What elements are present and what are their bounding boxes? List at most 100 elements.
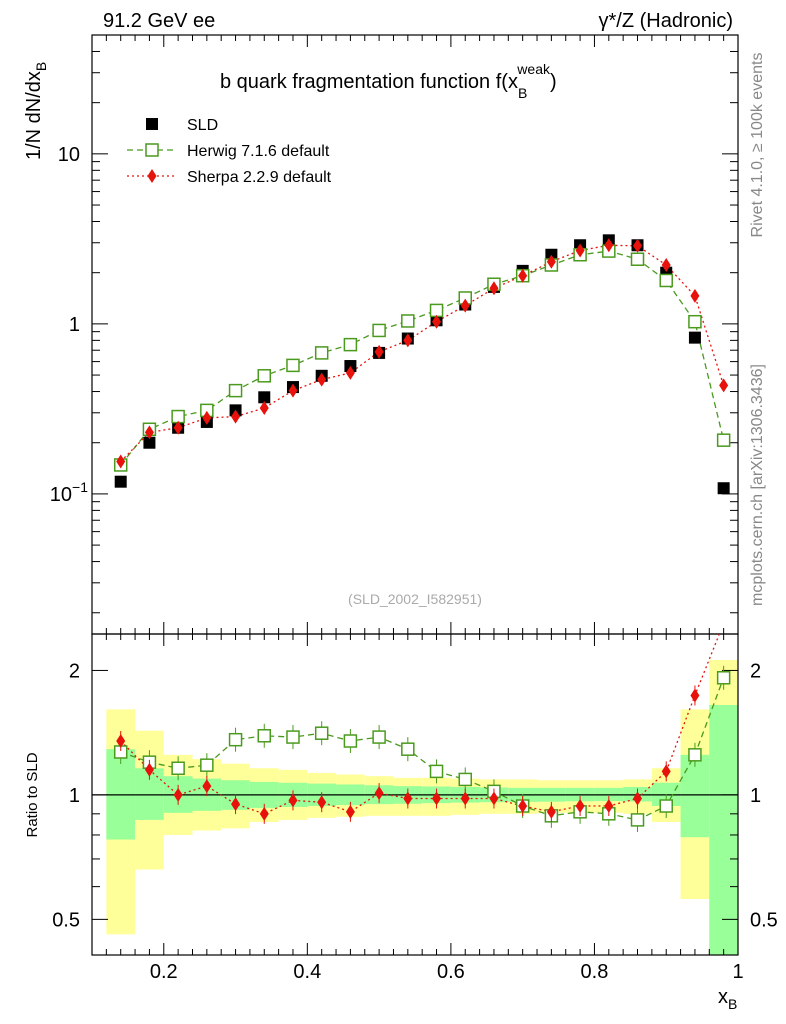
ratio-ylabel: Ratio to SLD [24, 752, 41, 837]
sherpa-point [633, 238, 643, 253]
ratio-y-tick-label: 1 [69, 785, 80, 807]
series-line [120, 250, 725, 466]
sherpa-point [288, 383, 298, 398]
herwig-point [286, 358, 300, 373]
herwig-ratio-point [257, 729, 272, 743]
sherpa-point [345, 365, 355, 380]
sherpa-point [518, 268, 528, 283]
sherpa-point [575, 243, 585, 258]
herwig-ratio-point [171, 761, 185, 776]
sherpa-ratio-point [661, 764, 671, 779]
legend-herwig-marker [145, 143, 159, 157]
herwig-ratio-point [458, 772, 472, 787]
stat-uncertainty-band [680, 754, 710, 838]
herwig-point [372, 323, 386, 338]
sherpa-point [432, 314, 442, 329]
sherpa-ratio-point [518, 799, 528, 814]
series-line [120, 244, 725, 462]
sherpa-ratio-point [116, 734, 126, 749]
sherpa-ratio-point [403, 791, 413, 806]
sherpa-ratio-point [575, 799, 585, 814]
herwig-ratio-point [630, 813, 645, 827]
mcplots-label: mcplots.cern.ch [arXiv:1306.3436] [749, 364, 766, 606]
sherpa-point [403, 333, 413, 348]
sherpa-ratio-point [202, 779, 212, 794]
herwig-ratio-point [343, 734, 358, 748]
sherpa-ratio-point [604, 799, 614, 814]
herwig-ratio-point [228, 732, 243, 747]
herwig-point [228, 383, 243, 398]
herwig-ratio-point [200, 758, 214, 772]
x-tick-label: 1 [732, 961, 743, 983]
chart-title: b quark fragmentation function f(xBweak) [220, 61, 557, 101]
sherpa-point [317, 372, 327, 387]
x-tick-label: 0.8 [581, 961, 609, 983]
sherpa-ratio-point [546, 804, 556, 819]
sherpa-point [460, 298, 470, 313]
sherpa-point [202, 410, 212, 425]
sherpa-point [231, 409, 241, 424]
herwig-ratio-point [372, 730, 386, 744]
analysis-watermark: (SLD_2002_I582951) [348, 591, 482, 607]
herwig-point [257, 369, 272, 383]
herwig-point [314, 346, 329, 360]
sherpa-ratio-point [144, 762, 154, 777]
series-line [120, 677, 725, 821]
sld-point [717, 482, 730, 495]
main-plot-panel: 10 1 10−1 SLD Herwig 7.1.6 default Sherpa 2.2… [50, 34, 739, 635]
sld-point [143, 436, 156, 449]
y-tick-label: 10−1 [50, 479, 88, 506]
herwig-ratio-point [401, 742, 415, 756]
herwig-ratio-point [688, 748, 702, 762]
herwig-ratio-point [429, 764, 444, 779]
herwig-point [343, 337, 358, 352]
sherpa-point [259, 401, 269, 416]
energy-label: 91.2 GeV ee [103, 10, 215, 32]
x-tick-label: 0.2 [150, 961, 178, 983]
sherpa-ratio-point [690, 688, 700, 703]
sherpa-ratio-point [173, 787, 183, 802]
sherpa-ratio-point [345, 804, 355, 819]
sherpa-point [546, 254, 556, 269]
rivet-label: Rivet 4.1.0, ≥ 100k events [749, 53, 766, 238]
ratio-y-tick-label: 0.5 [52, 909, 80, 931]
x-tick-label: 0.4 [293, 961, 321, 983]
xlabel: xB [718, 986, 737, 1012]
ratio-y-tick-label-right: 1 [750, 785, 761, 807]
legend-sherpa-marker [147, 169, 157, 183]
sherpa-ratio-point [288, 793, 298, 808]
legend-label: Sherpa 2.2.9 default [187, 169, 332, 186]
herwig-point [630, 252, 645, 266]
stat-uncertainty-band [709, 704, 738, 955]
sherpa-point [661, 257, 671, 272]
herwig-point [688, 314, 702, 329]
main-ylabel: 1/N dN/dxB [23, 62, 49, 160]
sherpa-point [604, 238, 614, 253]
sherpa-ratio-point [259, 806, 269, 821]
herwig-ratio-point [716, 671, 731, 685]
legend: SLD Herwig 7.1.6 default Sherpa 2.2.9 defa… [127, 117, 332, 186]
sherpa-point [719, 378, 729, 393]
sherpa-ratio-point [489, 791, 499, 806]
series-line [120, 634, 721, 815]
legend-sld-marker [146, 118, 158, 130]
sld-point [114, 475, 127, 488]
herwig-point [429, 303, 444, 318]
ratio-y-tick-label-right: 2 [750, 660, 761, 682]
legend-label: SLD [187, 117, 218, 134]
herwig-ratio-point [286, 730, 300, 744]
herwig-point [716, 433, 731, 447]
sherpa-ratio-point [460, 791, 470, 806]
sherpa-ratio-point [633, 791, 643, 806]
process-label: γ*/Z (Hadronic) [599, 10, 733, 32]
ratio-y-tick-label-right: 0.5 [750, 909, 778, 931]
y-tick-label: 1 [69, 314, 80, 336]
sld-point [688, 331, 701, 344]
sherpa-ratio-point [317, 795, 327, 810]
ratio-series-group [113, 634, 731, 832]
sherpa-point [690, 288, 700, 303]
sherpa-ratio-point [432, 791, 442, 806]
ratio-plot-panel: 0.2 0.4 0.6 0.8 1 2 2 1 1 0.5 0.5 [52, 633, 778, 983]
sherpa-ratio-point [374, 786, 384, 801]
legend-label: Herwig 7.1.6 default [187, 143, 330, 160]
